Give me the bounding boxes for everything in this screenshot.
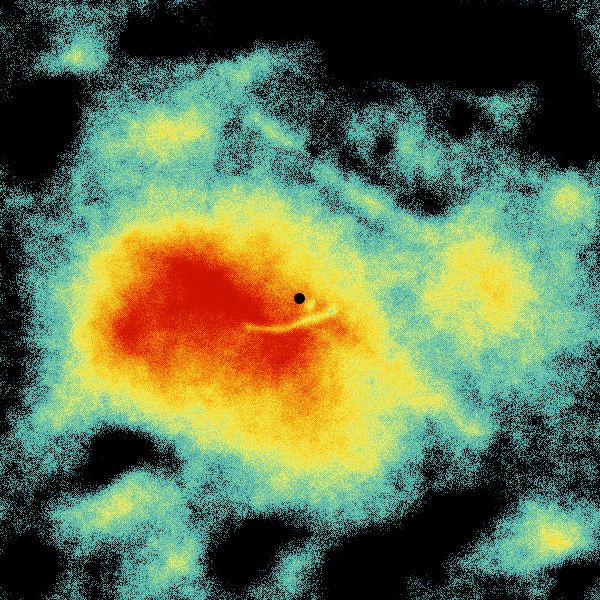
storm-center-marker[interactable] <box>293 292 305 304</box>
